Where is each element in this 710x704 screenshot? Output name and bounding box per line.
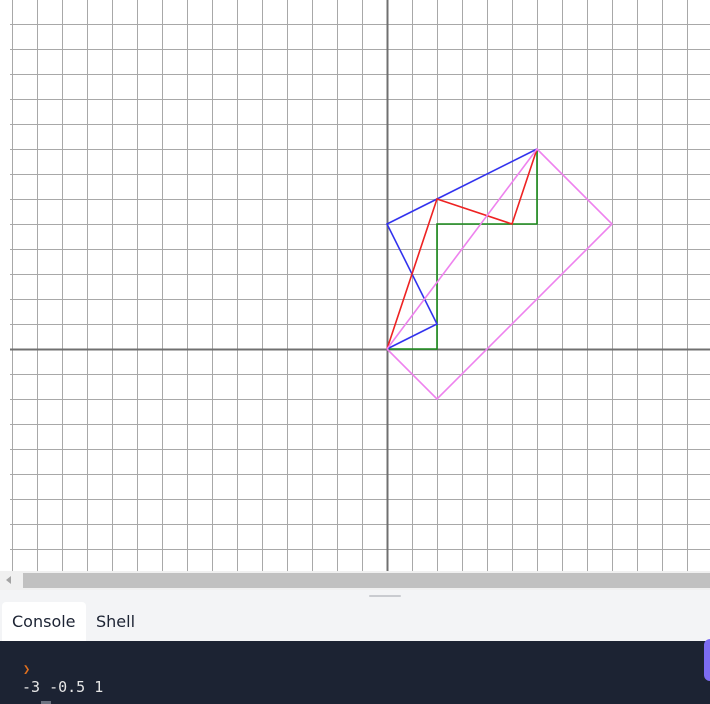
tab-console[interactable]: Console (2, 602, 86, 641)
horizontal-scrollbar[interactable] (0, 571, 710, 590)
scrollbar-thumb[interactable] (23, 573, 710, 588)
console-tabs: Console Shell (0, 602, 710, 641)
green-path (387, 149, 538, 350)
chevron-prompt-icon: ❯ (23, 662, 31, 676)
text-cursor (41, 701, 51, 704)
red-path (386, 148, 538, 350)
drawing-canvas (10, 0, 710, 571)
scroll-left-icon[interactable] (6, 576, 11, 584)
violet-rectangle (386, 147, 614, 401)
side-panel-tab[interactable] (704, 639, 710, 681)
console-panel[interactable]: ❯ -3 -0.5 1 (0, 641, 710, 704)
blue-path (385, 148, 538, 350)
console-output-line: -3 -0.5 1 (22, 678, 104, 696)
grid (10, 0, 710, 571)
pane-splitter[interactable] (0, 590, 710, 602)
tab-shell[interactable]: Shell (96, 612, 136, 631)
drag-handle-icon[interactable] (369, 595, 401, 597)
